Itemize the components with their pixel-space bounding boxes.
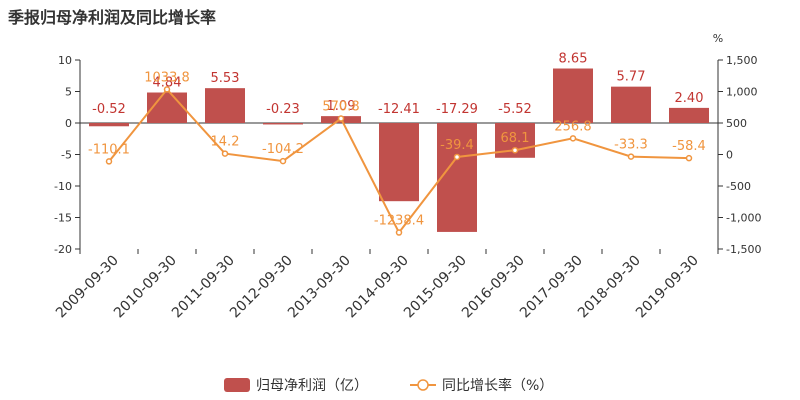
line-series xyxy=(105,86,693,236)
y-left-tick-label: -5 xyxy=(61,149,72,162)
line-point[interactable] xyxy=(105,158,113,165)
bar-data-label: -5.52 xyxy=(498,102,532,117)
y-left-tick-label: 10 xyxy=(58,54,72,67)
y-left-tick-label: 5 xyxy=(65,86,72,99)
y-right-tick-label: 1,500 xyxy=(726,54,758,67)
line-point[interactable] xyxy=(163,86,171,93)
line-data-label: 256.8 xyxy=(554,119,591,134)
line-point[interactable] xyxy=(569,135,577,142)
line-data-label: 1033.8 xyxy=(144,70,190,85)
line-point[interactable] xyxy=(395,229,403,236)
bar[interactable] xyxy=(437,123,477,232)
line-data-label: -39.4 xyxy=(440,138,474,153)
line-data-label: 68.1 xyxy=(501,131,530,146)
bar[interactable] xyxy=(669,107,709,123)
bar-data-label: -17.29 xyxy=(436,102,478,117)
bar[interactable] xyxy=(205,88,245,123)
x-tick-label: 2019-09-30 xyxy=(633,253,702,322)
bar[interactable] xyxy=(379,123,419,202)
y-right-tick-label: -500 xyxy=(726,180,751,193)
data-labels: -0.52 4.84 5.53 -0.23 1.09 -12.41 -17.29 -5.52 8… xyxy=(88,52,706,229)
y-left-tick-label: -15 xyxy=(54,212,72,225)
line-point[interactable] xyxy=(279,157,287,165)
y-right-tick-label: -1,500 xyxy=(726,243,761,256)
line-data-label: 570.8 xyxy=(322,100,359,115)
line-point[interactable] xyxy=(453,153,461,161)
line-point[interactable] xyxy=(627,153,635,160)
y-left-tick-label: -10 xyxy=(54,180,72,193)
bar-data-label: 5.77 xyxy=(617,70,646,85)
bar[interactable] xyxy=(89,123,129,127)
bar-data-label: -0.52 xyxy=(92,102,126,117)
bar-data-label: 5.53 xyxy=(211,71,240,86)
y-right-tick-label: 500 xyxy=(726,117,747,130)
line-data-label: -33.3 xyxy=(614,138,648,153)
legend-line-label: 同比增长率（%） xyxy=(442,377,553,394)
line-data-label: -104.2 xyxy=(262,142,304,157)
bar-data-label: 8.65 xyxy=(559,52,588,67)
line-data-label: 14.2 xyxy=(211,135,240,150)
line-data-label: -58.4 xyxy=(672,139,706,154)
legend[interactable]: 归母净利润（亿） 同比增长率（%） xyxy=(224,377,553,394)
line-data-label: -1238.4 xyxy=(374,214,424,229)
y-right-tick-label: 0 xyxy=(726,149,733,162)
chart-title: 季报归母净利润及同比增长率 xyxy=(8,8,217,27)
line-point[interactable] xyxy=(337,115,345,122)
line-point[interactable] xyxy=(685,154,693,162)
bar[interactable] xyxy=(147,92,187,123)
line-point[interactable] xyxy=(221,150,229,157)
bar[interactable] xyxy=(263,123,303,125)
bar[interactable] xyxy=(611,86,651,123)
bar-series xyxy=(89,68,709,232)
bar-data-label: 1.09 xyxy=(327,99,356,114)
bar[interactable] xyxy=(553,68,593,123)
line-data-label: -110.1 xyxy=(88,142,130,157)
y-left-tick-label: -20 xyxy=(54,243,72,256)
bar-data-label: 2.40 xyxy=(675,91,704,106)
y-right-tick-label: -1,000 xyxy=(726,212,761,225)
legend-line-marker xyxy=(417,379,429,391)
legend-bar-swatch xyxy=(224,378,250,392)
bar-data-label: -12.41 xyxy=(378,102,420,117)
line-point[interactable] xyxy=(511,146,519,154)
y-right-tick-label: 1,000 xyxy=(726,86,758,99)
y-right-unit: % xyxy=(713,32,723,45)
bar-data-label: 4.84 xyxy=(153,76,182,91)
y-left-tick-label: 0 xyxy=(65,117,72,130)
legend-bar-label: 归母净利润（亿） xyxy=(256,377,368,394)
bar-data-label: -0.23 xyxy=(266,102,300,117)
